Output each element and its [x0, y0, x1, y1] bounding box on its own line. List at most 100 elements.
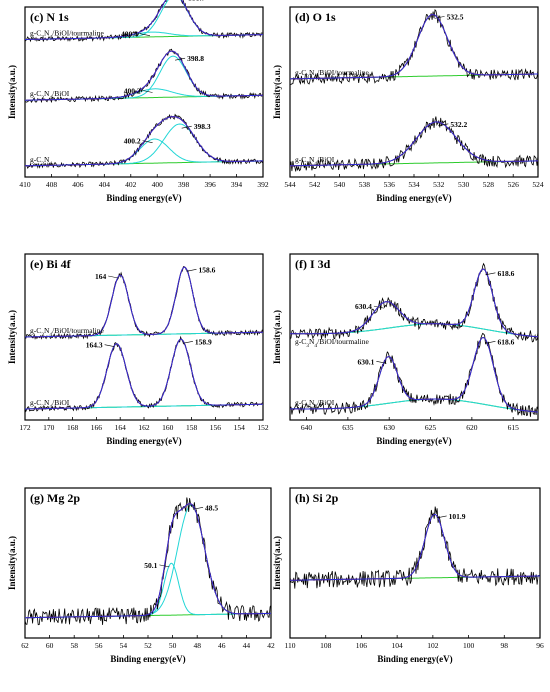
x-tick-label: 534: [408, 180, 420, 189]
x-tick-label: 162: [138, 423, 150, 432]
x-tick-label: 96: [536, 641, 544, 650]
x-tick-label: 100: [463, 641, 475, 650]
x-tick-label: 168: [67, 423, 79, 432]
x-tick-label: 170: [43, 423, 55, 432]
x-tick-label: 50: [169, 641, 177, 650]
peak-label: 532.2: [450, 120, 467, 129]
x-tick-label: 536: [384, 180, 396, 189]
x-axis-label: Binding energy(eV): [376, 193, 451, 203]
y-axis-label: Intensity(a.u.): [7, 310, 17, 364]
peak-label: 400.2: [124, 87, 141, 96]
chart-panel-e: 172 170 168 166 164 162 160 158 156 154 152 (e) Bi …: [7, 253, 269, 446]
peak-label: 158.6: [198, 265, 215, 274]
x-tick-label: 544: [284, 180, 296, 189]
series-label: g-C3N4: [30, 155, 52, 167]
component-peak: [25, 562, 271, 619]
peak-label: 630.4: [355, 302, 372, 311]
x-tick-label: 108: [320, 641, 332, 650]
x-tick-label: 106: [356, 641, 368, 650]
peak-label: 400.4: [121, 30, 138, 39]
series-label: g-C3N4/BiOI/tourmaline: [30, 29, 105, 41]
peak-annotation-arrow: [373, 305, 384, 309]
x-tick-label: 158: [186, 423, 198, 432]
x-tick-label: 410: [19, 180, 31, 189]
fit-curve: [290, 514, 540, 581]
x-tick-label: 625: [425, 423, 437, 432]
x-tick-label: 400: [152, 180, 164, 189]
x-tick-label: 164: [115, 423, 127, 432]
x-tick-label: 538: [359, 180, 371, 189]
peak-annotation-arrow: [142, 140, 153, 143]
peak-label: 400.2: [124, 137, 141, 146]
x-tick-label: 392: [257, 180, 269, 189]
x-tick-label: 615: [508, 423, 520, 432]
y-axis-label: Intensity(a.u.): [272, 65, 282, 119]
fit-curve: [25, 503, 271, 619]
y-axis-label: Intensity(a.u.): [7, 65, 17, 119]
x-tick-label: 540: [334, 180, 346, 189]
plot-frame: [289, 487, 541, 639]
x-tick-label: 630: [384, 423, 396, 432]
peak-label: 618.6: [497, 337, 514, 346]
x-tick-label: 406: [72, 180, 84, 189]
x-tick-label: 528: [483, 180, 495, 189]
series-label: g-C3N4/BiOI: [295, 398, 335, 410]
peak-label: 618.6: [497, 269, 514, 278]
fit-curve: [25, 338, 263, 410]
x-tick-label: 394: [231, 180, 243, 189]
x-tick-label: 48: [193, 641, 201, 650]
x-tick-label: 620: [466, 423, 478, 432]
x-tick-label: 42: [267, 641, 275, 650]
panel-title: (f) I 3d: [295, 257, 331, 271]
fit-curve: [290, 268, 539, 338]
x-tick-label: 172: [19, 423, 31, 432]
x-tick-label: 154: [234, 423, 246, 432]
x-axis-label: Binding energy(eV): [106, 193, 181, 203]
x-tick-label: 46: [218, 641, 226, 650]
x-tick-label: 156: [210, 423, 222, 432]
x-tick-label: 526: [508, 180, 520, 189]
x-tick-label: 396: [204, 180, 216, 189]
peak-annotation-arrow: [139, 33, 150, 36]
raw-spectrum: [289, 506, 541, 589]
plot-frame: [289, 6, 539, 178]
raw-spectrum: [24, 335, 264, 413]
raw-spectrum: [24, 0, 264, 43]
series-label: g-C3N4/BiOI/tourmaline: [295, 337, 370, 349]
peak-annotation-arrow: [485, 341, 496, 344]
peak-annotation-arrow: [192, 506, 204, 510]
fit-curve: [25, 116, 263, 167]
x-tick-label: 524: [532, 180, 544, 189]
x-tick-label: 44: [243, 641, 251, 650]
peak-label: 164.3: [86, 341, 103, 350]
y-axis-label: Intensity(a.u.): [272, 310, 282, 364]
x-tick-label: 398: [178, 180, 190, 189]
peak-annotation-arrow: [186, 269, 197, 272]
peak-annotation-arrow: [159, 564, 170, 568]
peak-label: 532.5: [447, 12, 464, 21]
raw-spectrum: [289, 9, 539, 85]
x-tick-label: 104: [392, 641, 404, 650]
fit-curve: [25, 266, 263, 338]
raw-spectrum: [24, 497, 272, 626]
peak-label: 630.1: [357, 357, 374, 366]
peak-annotation-arrow: [142, 90, 153, 93]
plot-frame: [289, 253, 539, 421]
x-tick-label: 62: [21, 641, 29, 650]
fit-curve: [290, 14, 538, 80]
peak-label: 398.8: [187, 54, 204, 63]
raw-spectrum: [289, 116, 539, 172]
x-tick-label: 52: [144, 641, 152, 650]
fit-curve: [25, 0, 263, 40]
x-tick-label: 56: [95, 641, 103, 650]
peak-annotation-arrow: [438, 123, 449, 127]
panel-title: (h) Si 2p: [295, 491, 339, 505]
x-tick-label: 102: [427, 641, 439, 650]
peak-label: 48.5: [205, 503, 218, 512]
component-peak: [290, 268, 539, 338]
x-tick-label: 152: [257, 423, 269, 432]
series-label: g-C3N4/BiOI/tourmaline: [30, 326, 105, 338]
peak-annotation-arrow: [485, 272, 496, 276]
x-axis-label: Binding energy(eV): [377, 654, 452, 664]
x-tick-label: 408: [46, 180, 58, 189]
